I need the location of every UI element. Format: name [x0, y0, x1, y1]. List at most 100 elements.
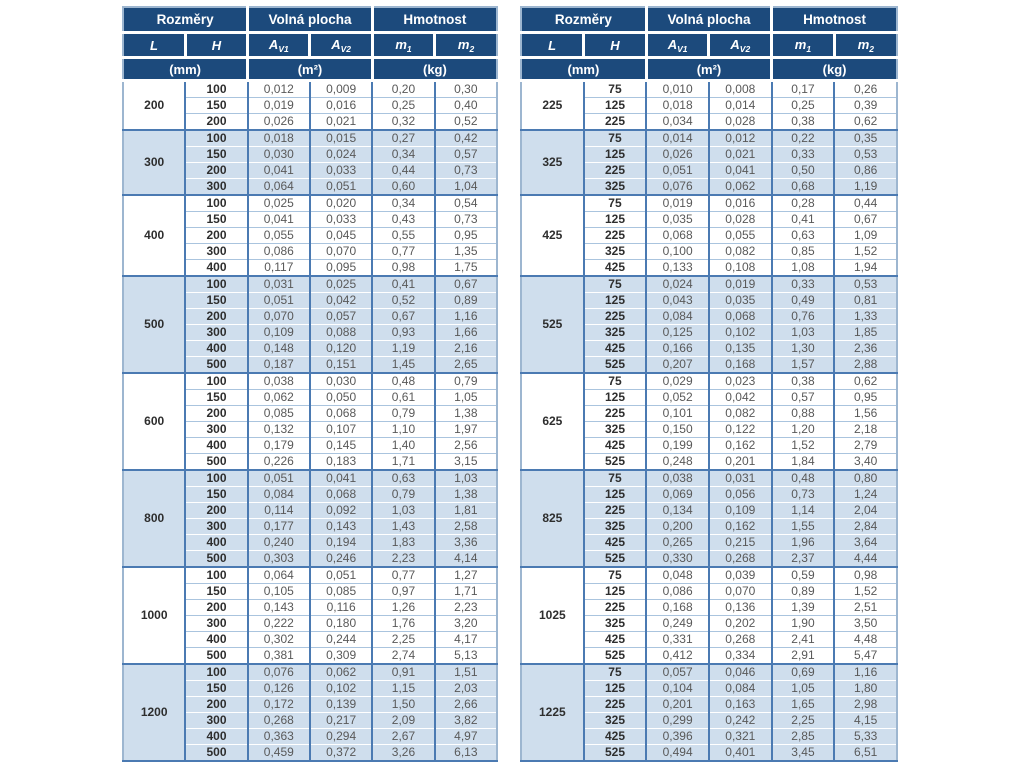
value-cell: 2,18 [834, 421, 897, 438]
value-cell: 1,56 [834, 405, 897, 422]
value-cell: 0,051 [309, 178, 374, 196]
value-cell: 0,40 [434, 97, 497, 114]
value-cell: 0,363 [247, 728, 311, 745]
value-cell: 0,088 [309, 324, 374, 341]
dimension-h-cell: 200 [185, 405, 249, 422]
value-cell: 0,30 [434, 80, 497, 98]
dimension-h-cell: 150 [185, 389, 249, 406]
value-cell: 1,38 [434, 486, 497, 503]
table-row: 225 0,101 0,082 0,88 1,56 [521, 405, 897, 422]
value-cell: 0,052 [646, 389, 710, 406]
dimension-h-cell: 500 [185, 550, 249, 568]
value-cell: 3,82 [434, 712, 497, 729]
dimension-h-cell: 150 [185, 146, 249, 163]
value-cell: 0,226 [247, 453, 311, 471]
value-cell: 0,068 [646, 227, 710, 244]
value-cell: 0,55 [372, 227, 436, 244]
value-cell: 0,045 [309, 227, 374, 244]
value-cell: 2,67 [372, 728, 436, 745]
dimension-h-cell: 500 [185, 744, 249, 762]
value-cell: 1,81 [434, 502, 497, 519]
dimension-table-left: Rozměry Volná plocha Hmotnost L H AV1 AV… [122, 6, 498, 762]
value-cell: 0,076 [247, 664, 311, 681]
value-cell: 1,16 [834, 664, 897, 681]
value-cell: 0,172 [247, 696, 311, 713]
table-row: 400 0,302 0,244 2,25 4,17 [123, 631, 497, 648]
dimension-h-cell: 100 [185, 664, 249, 681]
value-cell: 0,98 [372, 259, 436, 277]
value-cell: 0,396 [646, 728, 710, 745]
value-cell: 0,033 [309, 211, 374, 228]
table-row: 225 0,034 0,028 0,38 0,62 [521, 113, 897, 131]
table-row: 425 0,166 0,135 1,30 2,36 [521, 340, 897, 357]
value-cell: 0,242 [708, 712, 773, 729]
value-cell: 0,041 [708, 162, 773, 179]
value-cell: 0,019 [708, 276, 773, 293]
value-cell: 0,52 [372, 292, 436, 309]
value-cell: 2,79 [834, 437, 897, 454]
dimension-h-cell: 225 [583, 405, 648, 422]
symbol-l: L [149, 37, 158, 53]
table-row: 125 0,086 0,070 0,89 1,52 [521, 583, 897, 600]
value-cell: 0,101 [646, 405, 710, 422]
value-cell: 0,67 [372, 308, 436, 325]
symbol-m: m [794, 36, 807, 52]
table-row: 525 0,494 0,401 3,45 6,51 [521, 744, 897, 762]
table-row: 525 0,412 0,334 2,91 5,47 [521, 647, 897, 665]
dimension-h-cell: 100 [185, 80, 249, 98]
dimension-h-cell: 100 [185, 567, 249, 584]
dimension-h-cell: 500 [185, 647, 249, 665]
value-cell: 0,249 [646, 615, 710, 632]
value-cell: 0,201 [646, 696, 710, 713]
value-cell: 0,265 [646, 534, 710, 551]
value-cell: 0,412 [646, 647, 710, 665]
value-cell: 0,73 [434, 211, 497, 228]
subscript-v2: V2 [739, 43, 751, 54]
value-cell: 0,057 [309, 308, 374, 325]
dimension-h-cell: 325 [583, 324, 648, 341]
dimension-l-cell: 400 [123, 195, 187, 277]
value-cell: 0,086 [646, 583, 710, 600]
table-row: 225 0,084 0,068 0,76 1,33 [521, 308, 897, 325]
value-cell: 0,068 [309, 405, 374, 422]
header-col-m1: m1 [372, 32, 437, 59]
header-dimensions: Rozměry [521, 7, 648, 34]
table-row: 200 0,085 0,068 0,79 1,38 [123, 405, 497, 422]
dimension-h-cell: 200 [185, 502, 249, 519]
value-cell: 0,95 [434, 227, 497, 244]
dimension-h-cell: 225 [583, 308, 648, 325]
value-cell: 0,222 [247, 615, 311, 632]
header-col-av2: AV2 [309, 32, 374, 59]
value-cell: 3,36 [434, 534, 497, 551]
table-row: 425 75 0,019 0,016 0,28 0,44 [521, 195, 897, 277]
value-cell: 0,25 [372, 97, 436, 114]
value-cell: 0,459 [247, 744, 311, 762]
table-row: 300 0,109 0,088 0,93 1,66 [123, 324, 497, 341]
value-cell: 0,085 [247, 405, 311, 422]
symbol-a: A [331, 36, 341, 52]
value-cell: 0,084 [646, 308, 710, 325]
table-row: 300 0,086 0,070 0,77 1,35 [123, 243, 497, 260]
value-cell: 1,15 [372, 680, 436, 697]
value-cell: 1,84 [771, 453, 836, 471]
dimension-h-cell: 150 [185, 292, 249, 309]
value-cell: 0,135 [708, 340, 773, 357]
table-row: 125 0,026 0,021 0,33 0,53 [521, 146, 897, 163]
value-cell: 0,95 [834, 389, 897, 406]
dimension-h-cell: 100 [185, 470, 249, 487]
value-cell: 0,372 [309, 744, 374, 762]
value-cell: 0,084 [708, 680, 773, 697]
value-cell: 1,80 [834, 680, 897, 697]
value-cell: 1,51 [434, 664, 497, 681]
value-cell: 0,168 [646, 599, 710, 616]
value-cell: 2,51 [834, 599, 897, 616]
value-cell: 2,66 [434, 696, 497, 713]
unit-m2: (m²) [247, 57, 374, 82]
value-cell: 1,55 [771, 518, 836, 535]
dimension-h-cell: 325 [583, 518, 648, 535]
value-cell: 0,268 [247, 712, 311, 729]
value-cell: 0,019 [646, 195, 710, 212]
table-row: 425 0,331 0,268 2,41 4,48 [521, 631, 897, 648]
table-row: 500 0,303 0,246 2,23 4,14 [123, 550, 497, 568]
value-cell: 0,59 [771, 567, 836, 584]
